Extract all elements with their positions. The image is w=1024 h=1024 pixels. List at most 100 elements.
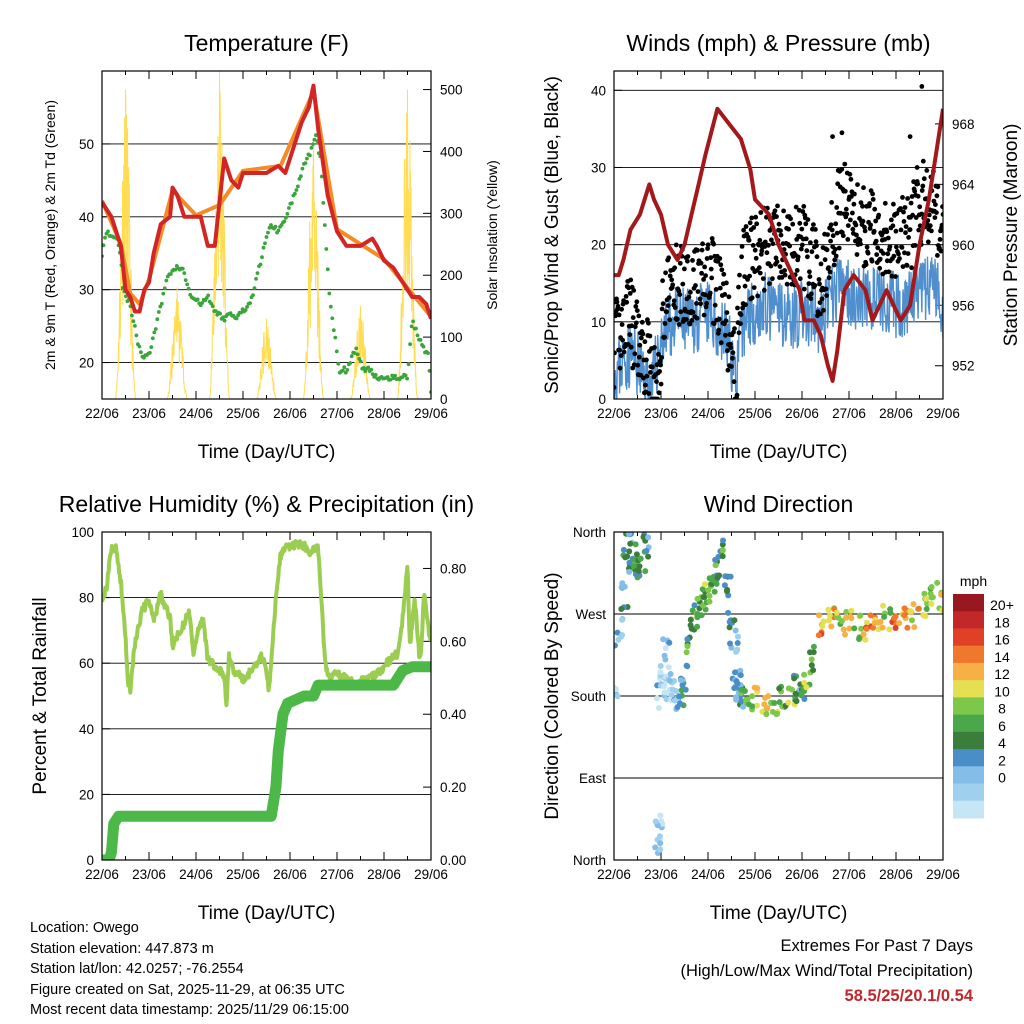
gust-point [807,269,812,275]
gust-point [900,195,905,200]
gust-point [885,251,891,257]
dewpoint-point [330,316,335,321]
colorbar-swatch [953,766,984,785]
y2-tick-label: 0.60 [440,634,466,649]
direction-point [694,623,701,630]
gust-point [894,244,899,250]
direction-point [851,625,858,632]
gust-point [933,202,938,208]
colorbar-label: 6 [998,718,1006,734]
direction-point [846,625,853,632]
dewpoint-point [311,142,315,147]
colorbar-swatch [953,731,984,750]
gust-point [853,222,859,228]
direction-point [632,541,639,548]
gust-point [708,255,714,261]
direction-point [939,607,943,614]
x-tick-label: 26/06 [785,867,819,882]
direction-point [654,695,660,702]
gust-point [873,218,879,224]
gust-point [689,318,695,323]
gust-point [781,208,786,214]
x-tick-label: 28/06 [879,406,913,421]
gust-point [650,364,655,370]
direction-point [733,648,739,655]
direction-point [640,534,647,540]
dewpoint-point [282,219,287,224]
gust-point [698,301,703,307]
gust-point [688,289,693,295]
gust-point [749,215,755,221]
gust-point [639,319,645,325]
gust-point [934,193,940,199]
y-tick-label: 20 [79,787,94,802]
gust-point [637,342,643,348]
gust-point [703,273,708,279]
direction-point [661,689,668,696]
y-tick-label: 30 [79,283,94,298]
direction-point [738,698,745,705]
dewpoint-point [133,324,137,328]
dewpoint-point [134,333,139,338]
gust-point [814,254,820,260]
y-tick-label: East [579,771,606,786]
gust-point [658,362,663,368]
direction-point [870,624,877,631]
direction-point [891,615,898,622]
direction-point [807,649,813,656]
y-tick-label: 40 [79,210,94,225]
colorbar-swatch [953,662,984,681]
gust-point [805,217,811,223]
gust-point [760,276,766,281]
dewpoint-point [385,375,390,379]
direction-point [881,613,888,620]
gust-point [938,248,943,254]
gust-point [927,223,933,229]
colorbar-title: mph [960,573,987,589]
gust-point [813,239,819,245]
y-tick-label: 40 [79,722,94,737]
gust-point [862,224,867,230]
gust-point [845,223,851,229]
gust-point [863,262,869,267]
solar-insolation-pulse [302,139,325,399]
gust-point [823,286,829,292]
gust-point [855,182,860,188]
direction-point [722,573,729,580]
gust-point [724,310,730,315]
gust-point [867,226,873,231]
direction-point [727,573,734,580]
dewpoint-point [152,330,157,335]
x-tick-label: 29/06 [414,406,448,421]
gust-point [736,284,741,290]
dewpoint-point [342,365,347,370]
dewpoint-point [139,350,143,355]
gust-point [920,183,926,189]
gust-point [722,292,728,297]
gust-point [873,238,879,244]
dewpoint-point [294,188,299,192]
direction-point [808,662,815,669]
colorbar-label: 14 [994,649,1010,665]
gust-point [737,272,742,278]
plot-area [614,532,943,856]
direction-point [687,616,694,623]
direction-point [678,677,684,684]
gust-point [685,254,691,259]
dewpoint-point [162,286,167,291]
gust-point [818,311,823,317]
direction-point [754,702,760,709]
direction-point [863,625,870,632]
dewpoint-point [221,315,226,320]
dewpoint-point [148,350,152,355]
gust-point [808,240,813,246]
gust-point [807,274,813,279]
y-tick-label: 10 [591,315,606,330]
y2-tick-label: 968 [952,117,975,132]
dewpoint-point [388,377,393,382]
gust-point [903,224,909,230]
direction-point [909,617,915,624]
dewpoint-point [260,255,264,260]
direction-point [864,619,870,626]
gust-point [740,305,745,311]
